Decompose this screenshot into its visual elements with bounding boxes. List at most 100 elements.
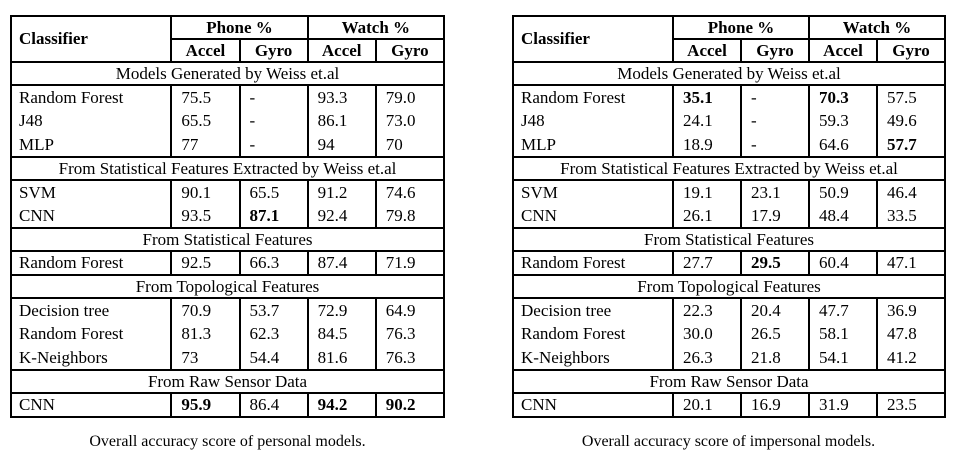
table-caption: Overall accuracy score of personal model… — [89, 433, 366, 450]
value-cell: - — [740, 133, 809, 157]
value-cell: 41.2 — [875, 346, 946, 370]
value-cell: 73 — [170, 346, 240, 370]
value-cell: 94.2 — [306, 393, 376, 417]
value-cell: 79.8 — [374, 204, 444, 228]
value-cell: 79.0 — [374, 85, 444, 109]
value-cell: 86.4 — [238, 393, 308, 417]
value-cell: 76.3 — [374, 346, 444, 370]
section-title: From Statistical Features — [513, 227, 946, 252]
phone-accel-header: Accel — [170, 39, 240, 63]
watch-accel-header: Accel — [306, 39, 376, 63]
value-cell: 73.0 — [374, 109, 444, 133]
value-cell: 62.3 — [238, 322, 308, 346]
classifier-cell: MLP — [19, 134, 54, 154]
value-cell: 54.1 — [808, 346, 877, 370]
value-cell: 26.3 — [672, 346, 741, 370]
section-title: From Raw Sensor Data — [513, 369, 946, 394]
classifier-cell: CNN — [19, 395, 55, 415]
value-cell: 87.4 — [306, 251, 376, 275]
impersonal-models-table: Classifier Phone % Watch % Accel Gyro Ac… — [512, 15, 947, 418]
value-cell: 47.7 — [808, 298, 877, 322]
value-cell: 77 — [170, 133, 240, 157]
value-cell: 18.9 — [672, 133, 741, 157]
value-cell: 27.7 — [672, 251, 741, 275]
value-cell: 60.4 — [808, 251, 877, 275]
value-cell: 48.4 — [808, 204, 877, 228]
value-cell: 76.3 — [374, 322, 444, 346]
classifier-cell: Random Forest — [521, 253, 626, 273]
classifier-cell: SVM — [19, 182, 56, 202]
value-cell: 47.8 — [875, 322, 946, 346]
classifier-cell: K-Neighbors — [521, 347, 610, 367]
classifier-cell: CNN — [521, 205, 557, 225]
value-cell: 47.1 — [875, 251, 946, 275]
value-cell: 54.4 — [238, 346, 308, 370]
value-cell: 23.5 — [875, 393, 946, 417]
watch-gyro-header: Gyro — [875, 39, 946, 63]
value-cell: - — [740, 109, 809, 133]
value-cell: 26.5 — [740, 322, 809, 346]
value-cell: 84.5 — [306, 322, 376, 346]
value-cell: 65.5 — [238, 180, 308, 204]
classifier-cell: Decision tree — [521, 300, 612, 320]
value-cell: 20.1 — [672, 393, 741, 417]
value-cell: 70.3 — [808, 85, 877, 109]
phone-gyro-header: Gyro — [740, 39, 809, 63]
classifier-cell: Random Forest — [19, 87, 124, 107]
value-cell: 92.5 — [170, 251, 240, 275]
section-title: From Statistical Features — [11, 227, 444, 252]
value-cell: 57.7 — [875, 133, 946, 157]
value-cell: 19.1 — [672, 180, 741, 204]
value-cell: 70.9 — [170, 298, 240, 322]
value-cell: 16.9 — [740, 393, 809, 417]
value-cell: 21.8 — [740, 346, 809, 370]
phone-header: Phone % — [170, 16, 308, 40]
value-cell: 72.9 — [306, 298, 376, 322]
value-cell: 65.5 — [170, 109, 240, 133]
section-title: Models Generated by Weiss et.al — [11, 61, 444, 86]
value-cell: 90.2 — [374, 393, 444, 417]
impersonal-models-block: Classifier Phone % Watch % Accel Gyro Ac… — [512, 15, 947, 451]
value-cell: 58.1 — [808, 322, 877, 346]
value-cell: 59.3 — [808, 109, 877, 133]
value-cell: 64.9 — [374, 298, 444, 322]
value-cell: 29.5 — [740, 251, 809, 275]
value-cell: 17.9 — [740, 204, 809, 228]
value-cell: 30.0 — [672, 322, 741, 346]
value-cell: 74.6 — [374, 180, 444, 204]
phone-header: Phone % — [672, 16, 809, 40]
value-cell: 71.9 — [374, 251, 444, 275]
value-cell: 81.3 — [170, 322, 240, 346]
value-cell: 86.1 — [306, 109, 376, 133]
value-cell: 24.1 — [672, 109, 741, 133]
personal-models-block: Classifier Phone % Watch % Accel Gyro Ac… — [10, 15, 445, 451]
section-title: From Statistical Features Extracted by W… — [513, 156, 946, 181]
section-title: Models Generated by Weiss et.al — [513, 61, 946, 86]
value-cell: 64.6 — [808, 133, 877, 157]
classifier-cell: Decision tree — [19, 300, 110, 320]
value-cell: 53.7 — [238, 298, 308, 322]
value-cell: 57.5 — [875, 85, 946, 109]
value-cell: 50.9 — [808, 180, 877, 204]
value-cell: 81.6 — [306, 346, 376, 370]
value-cell: 70 — [374, 133, 444, 157]
section-title: From Statistical Features Extracted by W… — [11, 156, 444, 181]
value-cell: 91.2 — [306, 180, 376, 204]
classifier-cell: SVM — [521, 182, 558, 202]
value-cell: 20.4 — [740, 298, 809, 322]
value-cell: - — [740, 85, 809, 109]
value-cell: 46.4 — [875, 180, 946, 204]
classifier-cell: K-Neighbors — [19, 347, 108, 367]
watch-header: Watch % — [807, 16, 946, 40]
value-cell: 36.9 — [875, 298, 946, 322]
classifier-cell: Random Forest — [19, 324, 124, 344]
phone-gyro-header: Gyro — [238, 39, 308, 63]
value-cell: 22.3 — [672, 298, 741, 322]
classifier-header: Classifier — [19, 29, 88, 49]
value-cell: 93.5 — [170, 204, 240, 228]
value-cell: 95.9 — [170, 393, 240, 417]
section-title: From Topological Features — [513, 274, 946, 299]
value-cell: 93.3 — [306, 85, 376, 109]
value-cell: 94 — [306, 133, 376, 157]
